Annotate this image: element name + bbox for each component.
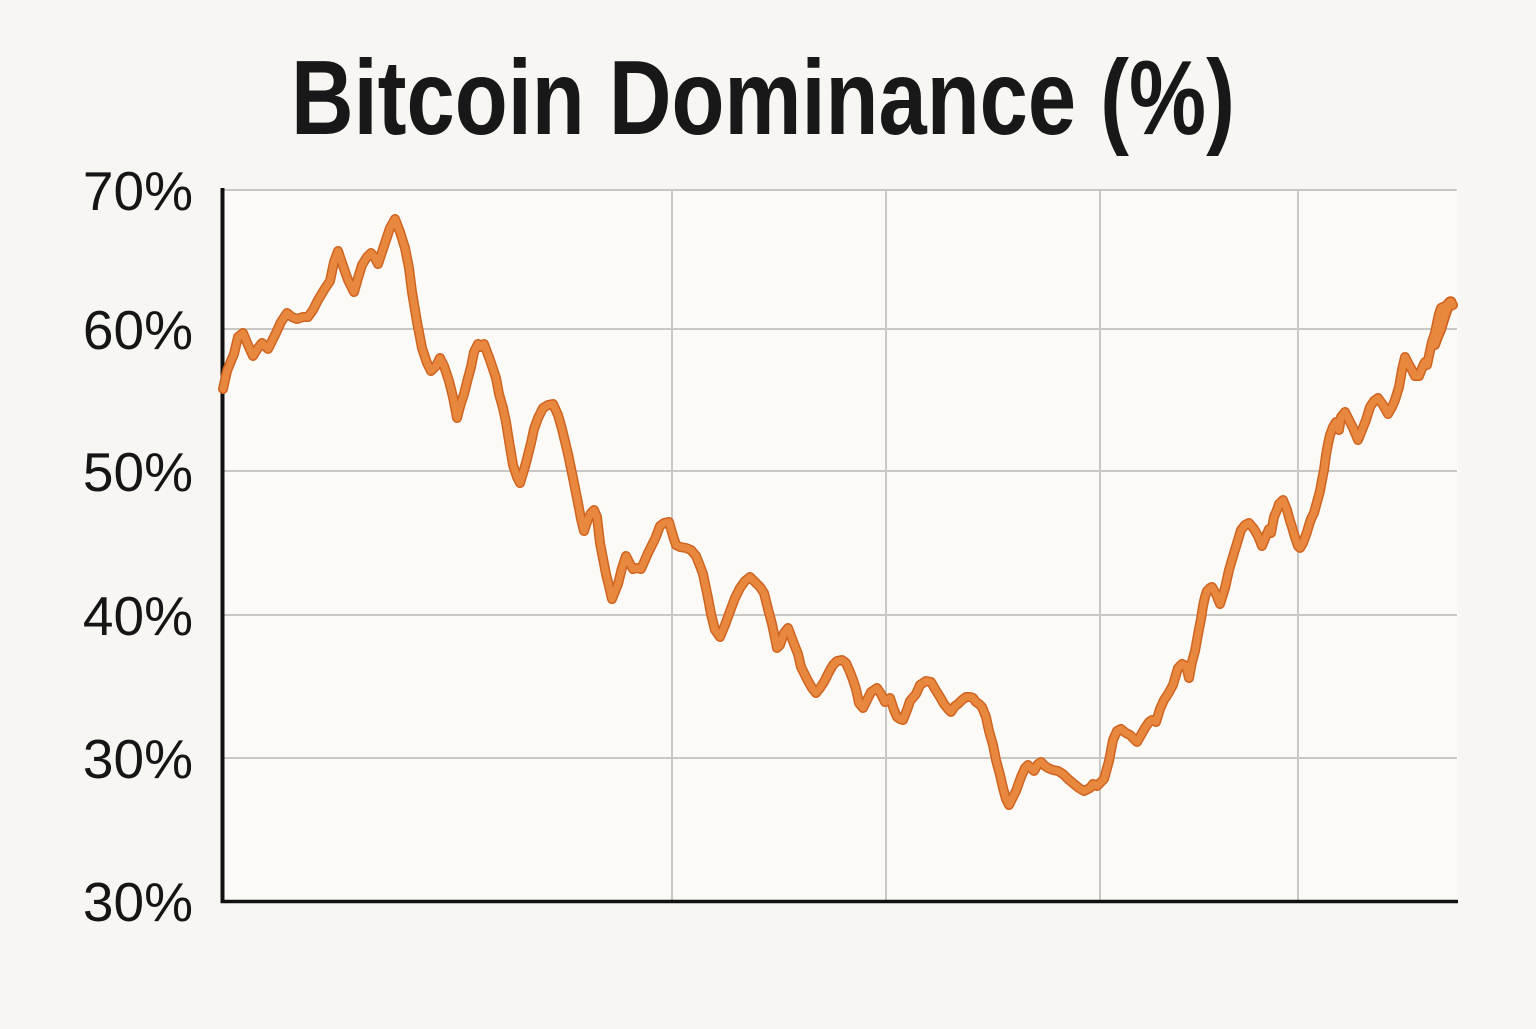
svg-text:Bitcoin Dominance (%): Bitcoin Dominance (%): [291, 39, 1235, 157]
svg-text:40%: 40%: [83, 585, 193, 647]
svg-text:60%: 60%: [83, 299, 193, 361]
svg-text:70%: 70%: [83, 160, 193, 222]
svg-text:30%: 30%: [83, 871, 193, 933]
svg-text:50%: 50%: [83, 441, 193, 503]
svg-text:30%: 30%: [83, 728, 193, 790]
